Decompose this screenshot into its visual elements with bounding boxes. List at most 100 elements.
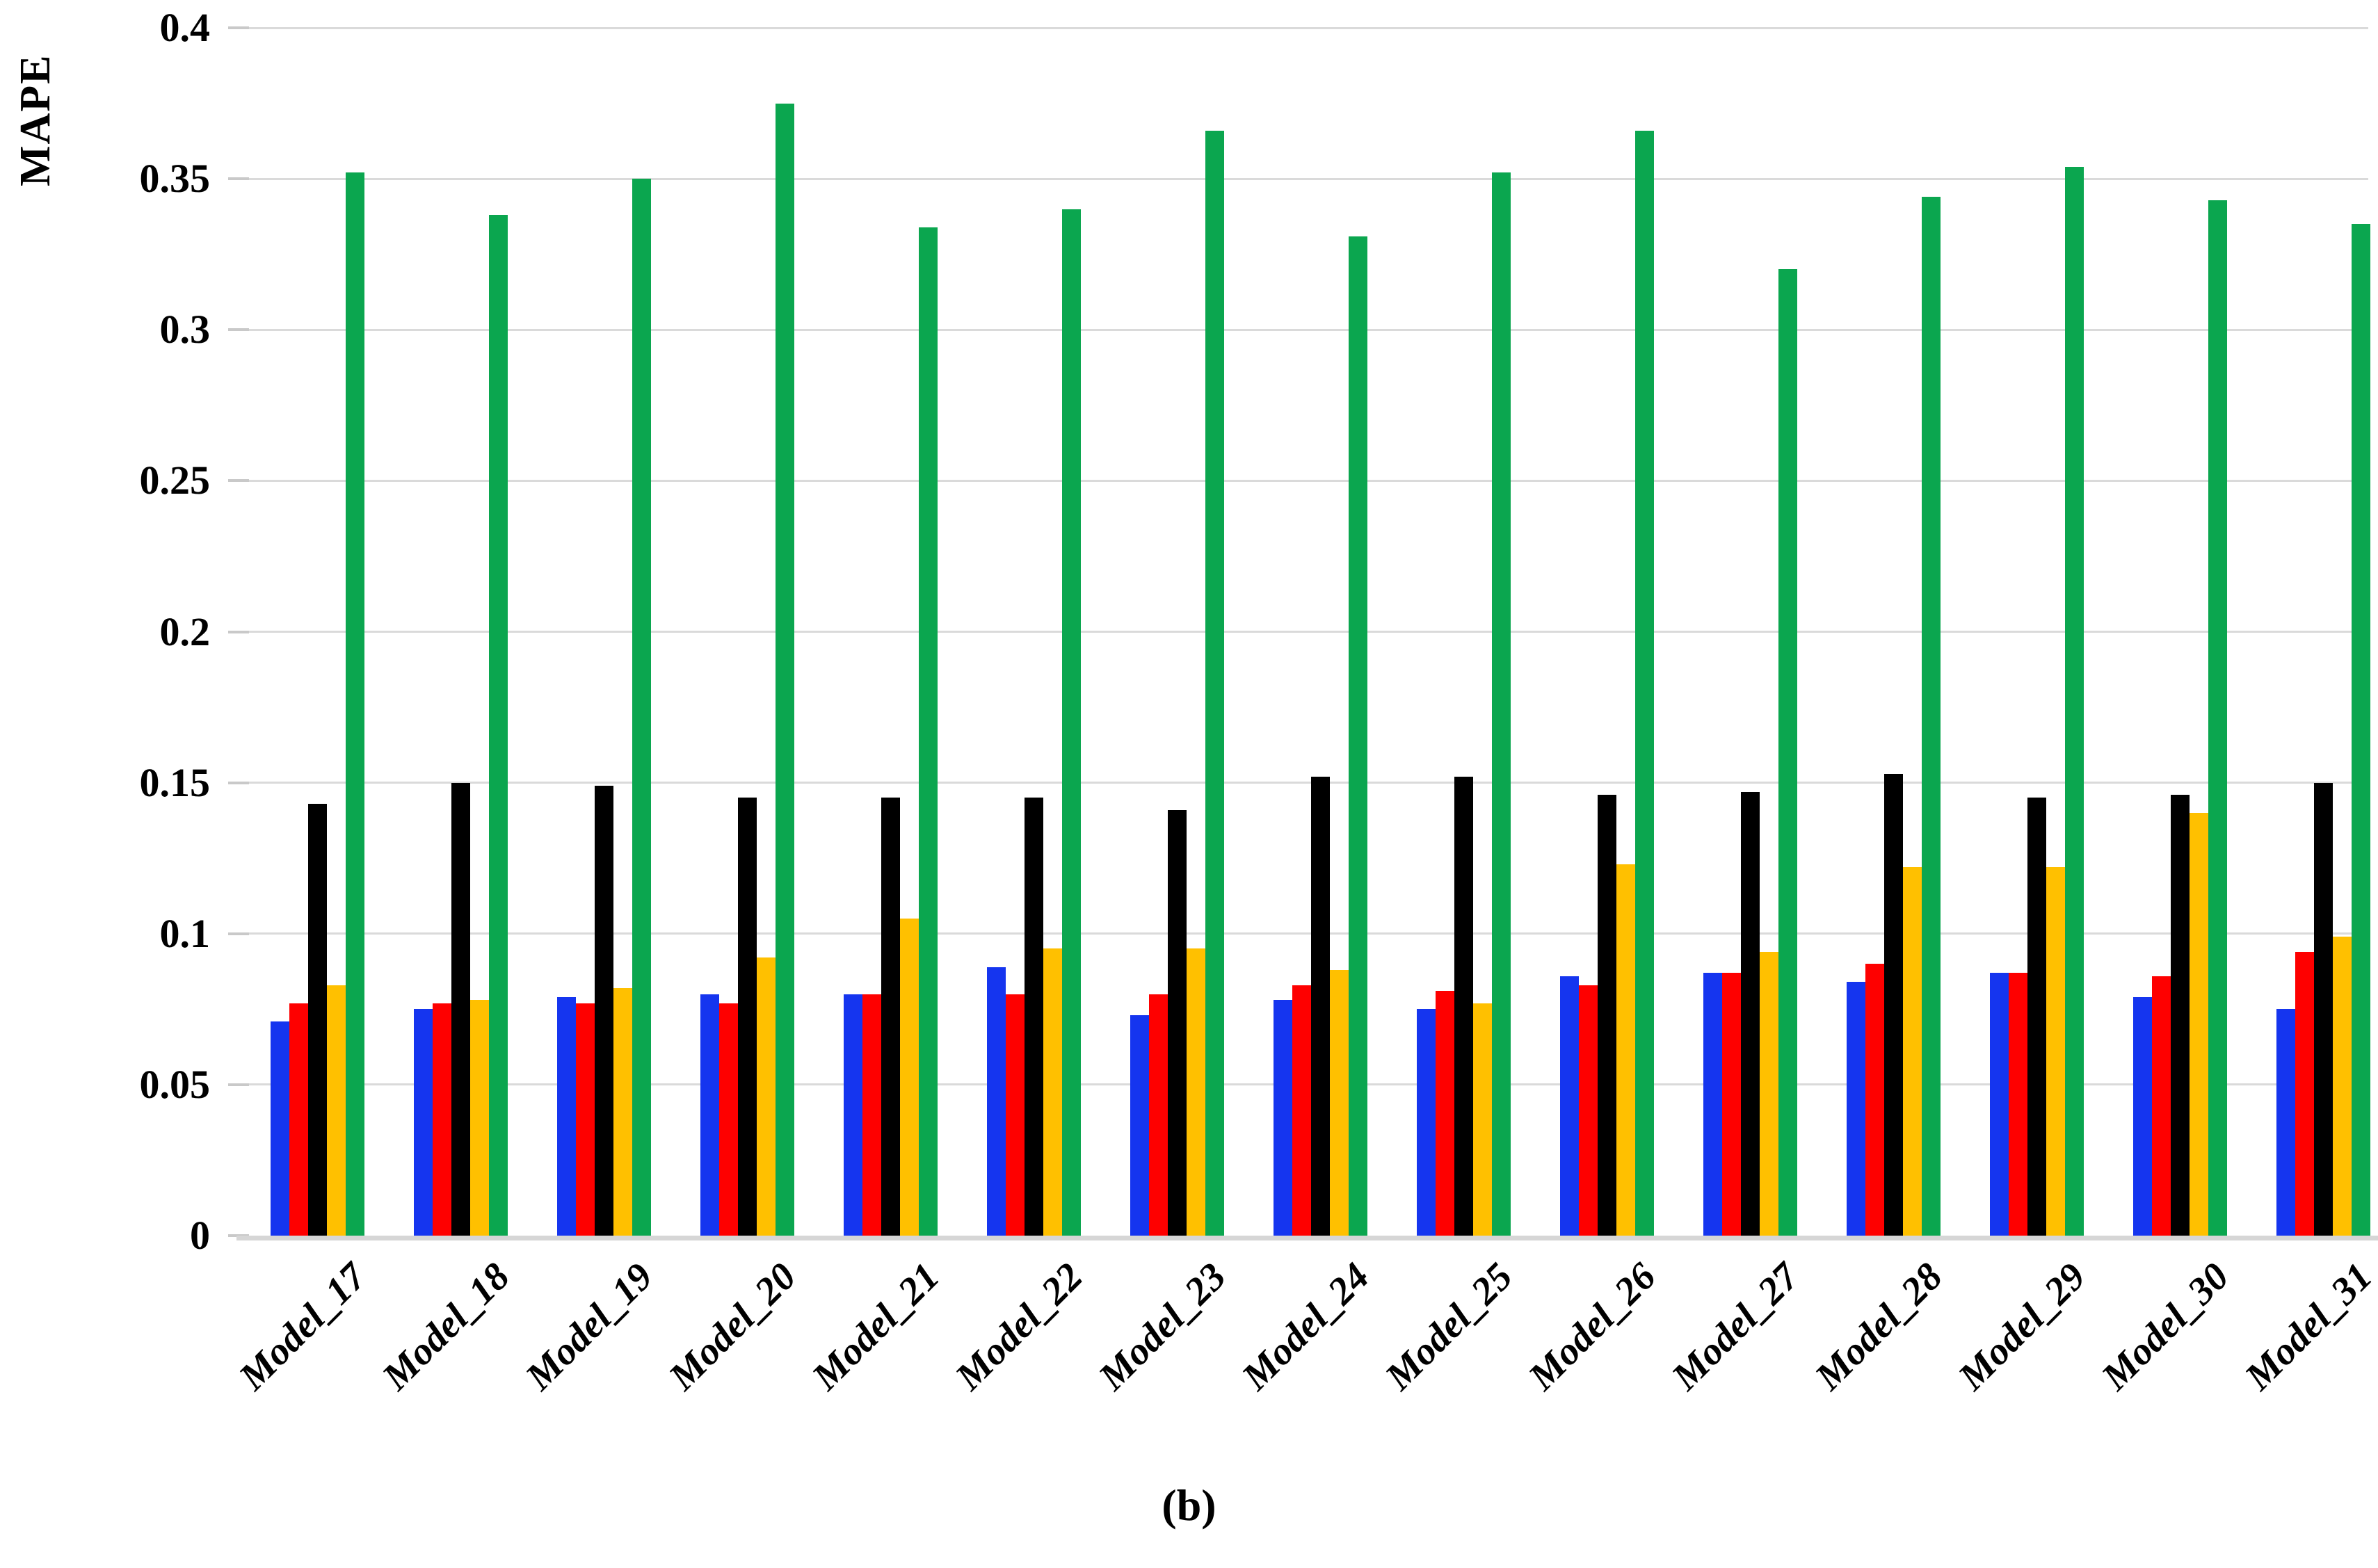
bar-blue-series — [2276, 1009, 2295, 1236]
bar-black-series — [451, 783, 470, 1236]
bar-blue-series — [844, 994, 862, 1236]
bar-green-series — [2352, 224, 2370, 1236]
bar-black-series — [1741, 792, 1760, 1236]
bar-green-series — [2208, 200, 2227, 1236]
bar-black-series — [738, 798, 757, 1236]
bar-black-series — [1311, 777, 1330, 1236]
x-tick-label: Model_26 — [1520, 1254, 1665, 1399]
x-tick-label: Model_27 — [1664, 1254, 1808, 1399]
bar-red-series — [1436, 991, 1454, 1236]
bar-green-series — [1922, 197, 1941, 1236]
bar-black-series — [2027, 798, 2046, 1236]
gridline — [236, 329, 2368, 331]
bar-yellow-series — [2046, 867, 2065, 1236]
bar-blue-series — [1703, 973, 1722, 1236]
y-tick-label: 0.05 — [139, 1062, 211, 1107]
bar-red-series — [1722, 973, 1741, 1236]
y-tick-label: 0.2 — [159, 609, 211, 654]
bar-red-series — [1579, 985, 1598, 1236]
bar-black-series — [2171, 795, 2190, 1236]
bar-black-series — [2314, 783, 2333, 1236]
x-tick-label: Model_31 — [2237, 1254, 2378, 1399]
bar-blue-series — [1417, 1009, 1436, 1236]
bar-blue-series — [271, 1021, 289, 1236]
y-axis-tick — [228, 328, 249, 331]
bar-black-series — [1884, 774, 1903, 1236]
bar-yellow-series — [1473, 1003, 1492, 1236]
bar-yellow-series — [1187, 948, 1205, 1236]
bar-green-series — [632, 179, 651, 1236]
gridline — [236, 631, 2368, 633]
bar-blue-series — [700, 994, 719, 1236]
bar-blue-series — [557, 997, 576, 1236]
bar-red-series — [576, 1003, 595, 1236]
x-tick-label: Model_28 — [1807, 1254, 1952, 1399]
y-axis-tick — [228, 1083, 249, 1086]
bar-yellow-series — [2333, 937, 2352, 1236]
bar-black-series — [881, 798, 900, 1236]
gridline — [236, 480, 2368, 482]
y-tick-label: 0.1 — [159, 911, 211, 956]
bar-blue-series — [1560, 976, 1579, 1236]
bar-green-series — [1349, 236, 1367, 1236]
x-tick-label: Model_18 — [374, 1254, 519, 1399]
bar-yellow-series — [613, 988, 632, 1236]
y-tick-label: 0.35 — [139, 156, 211, 201]
x-tick-label: Model_19 — [517, 1254, 662, 1399]
x-tick-label: Model_20 — [661, 1254, 805, 1399]
bar-black-series — [1598, 795, 1616, 1236]
bar-red-series — [289, 1003, 308, 1236]
x-tick-label: Model_29 — [1950, 1254, 2095, 1399]
bar-blue-series — [987, 967, 1006, 1236]
bar-red-series — [862, 994, 881, 1236]
bar-black-series — [1025, 798, 1043, 1236]
bar-yellow-series — [900, 919, 919, 1236]
bar-black-series — [595, 786, 613, 1236]
x-tick-label: Model_30 — [2094, 1254, 2238, 1399]
bar-green-series — [2065, 167, 2084, 1236]
bar-yellow-series — [1616, 864, 1635, 1236]
gridline — [236, 932, 2368, 935]
bar-blue-series — [1990, 973, 2009, 1236]
bar-red-series — [1865, 964, 1884, 1236]
x-tick-label: Model_23 — [1091, 1254, 1235, 1399]
y-tick-label: 0.4 — [159, 5, 211, 50]
gridline — [236, 27, 2368, 29]
bar-green-series — [1205, 131, 1224, 1236]
bar-yellow-series — [470, 1000, 489, 1236]
bar-red-series — [2152, 976, 2171, 1236]
bar-yellow-series — [757, 957, 776, 1236]
x-tick-label: Model_17 — [231, 1254, 376, 1399]
bar-green-series — [1062, 209, 1081, 1236]
bar-black-series — [1454, 777, 1473, 1236]
bar-red-series — [1292, 985, 1311, 1236]
y-axis-tick — [228, 177, 249, 180]
bar-blue-series — [1274, 1000, 1292, 1236]
x-tick-label: Model_22 — [947, 1254, 1092, 1399]
y-tick-label: 0.3 — [159, 307, 211, 352]
bar-blue-series — [414, 1009, 433, 1236]
bar-blue-series — [2133, 997, 2152, 1236]
y-tick-label: 0.15 — [139, 760, 211, 805]
y-tick-label: 0.25 — [139, 458, 211, 503]
y-axis-tick — [228, 26, 249, 29]
bar-green-series — [1635, 131, 1654, 1236]
bar-blue-series — [1130, 1015, 1149, 1236]
gridline — [236, 782, 2368, 784]
y-axis-tick — [228, 479, 249, 482]
bar-red-series — [719, 1003, 738, 1236]
y-tick-label: 0 — [190, 1213, 210, 1258]
x-tick-label: Model_21 — [804, 1254, 949, 1399]
bar-black-series — [308, 804, 327, 1236]
bar-red-series — [2009, 973, 2027, 1236]
y-axis-tick — [228, 932, 249, 935]
bar-yellow-series — [1760, 952, 1778, 1236]
bar-yellow-series — [327, 985, 346, 1236]
figure-caption: (b) — [1162, 1480, 1216, 1530]
y-axis-tick — [228, 782, 249, 784]
bar-red-series — [433, 1003, 451, 1236]
bar-yellow-series — [2190, 813, 2208, 1236]
x-tick-label: Model_25 — [1377, 1254, 1522, 1399]
